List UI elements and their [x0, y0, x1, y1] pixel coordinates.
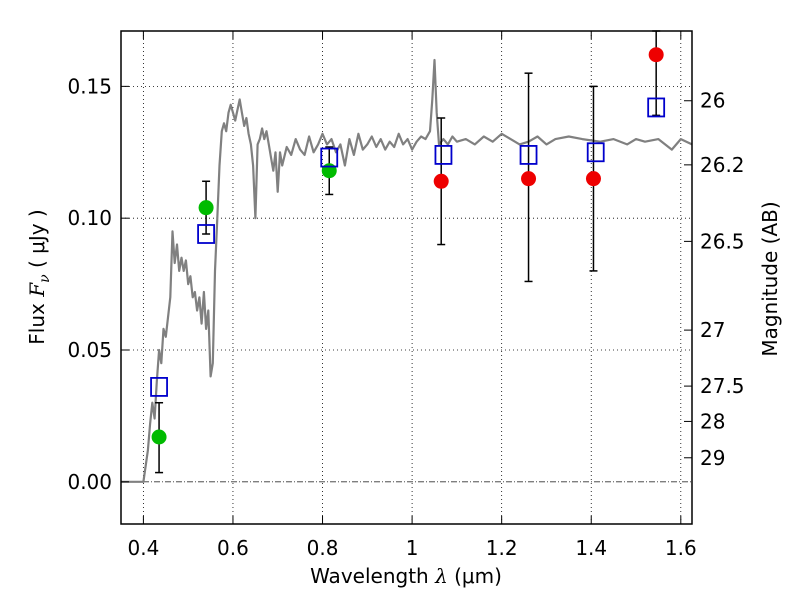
magnitude-tick-label: 29 — [700, 446, 725, 470]
y-tick-label: 0.00 — [67, 470, 112, 494]
observed-flux-point — [433, 173, 449, 189]
marker-layer — [150, 47, 666, 445]
model-flux-square — [647, 97, 666, 118]
model-flux-square — [320, 147, 339, 168]
observed-flux-point — [321, 163, 337, 179]
observed-flux-point — [585, 171, 601, 187]
y2-axis-title: Magnitude (AB) — [758, 201, 782, 356]
magnitude-tick-label: 26 — [700, 89, 725, 113]
y-tick-label: 0.15 — [67, 74, 112, 98]
model-spectrum-line — [121, 58, 693, 483]
y-axis-title: Flux Fν ( μJy ) — [25, 209, 53, 344]
spectrum-layer — [121, 58, 693, 483]
x-tick-label: 1.6 — [665, 536, 697, 560]
model-flux-square — [586, 142, 605, 163]
model-flux-square — [519, 145, 538, 165]
y-tick-label: 0.10 — [67, 206, 112, 230]
observed-flux-point — [151, 429, 167, 445]
x-tick-label: 0.8 — [307, 536, 339, 560]
plot-frame — [120, 30, 693, 525]
x-axis-title: Wavelength λ (μm) — [310, 564, 502, 588]
model-flux-square — [197, 224, 215, 244]
x-tick-label: 1 — [406, 536, 419, 560]
magnitude-tick-label: 27.5 — [700, 374, 745, 398]
magnitude-tick-label: 26.2 — [700, 153, 745, 177]
tick-layer: 0.4 0.6 0.8 1 1.2 1.4 1.6 0.00 0.05 0.10 0.15 26 26.… — [67, 31, 745, 560]
x-tick-label: 0.6 — [217, 536, 249, 560]
x-tick-label: 1.4 — [575, 536, 607, 560]
model-flux-square — [150, 377, 168, 397]
observed-flux-point — [198, 200, 214, 216]
magnitude-tick-label: 28 — [700, 409, 725, 433]
x-tick-label: 1.2 — [486, 536, 518, 560]
observed-flux-point — [521, 171, 537, 187]
magnitude-tick-label: 27 — [700, 318, 725, 342]
observed-flux-point — [648, 47, 664, 63]
model-flux-square — [434, 145, 453, 165]
plot-background — [121, 31, 692, 524]
y-tick-label: 0.05 — [67, 338, 112, 362]
magnitude-tick-label: 26.5 — [700, 229, 745, 253]
x-tick-label: 0.4 — [127, 536, 159, 560]
